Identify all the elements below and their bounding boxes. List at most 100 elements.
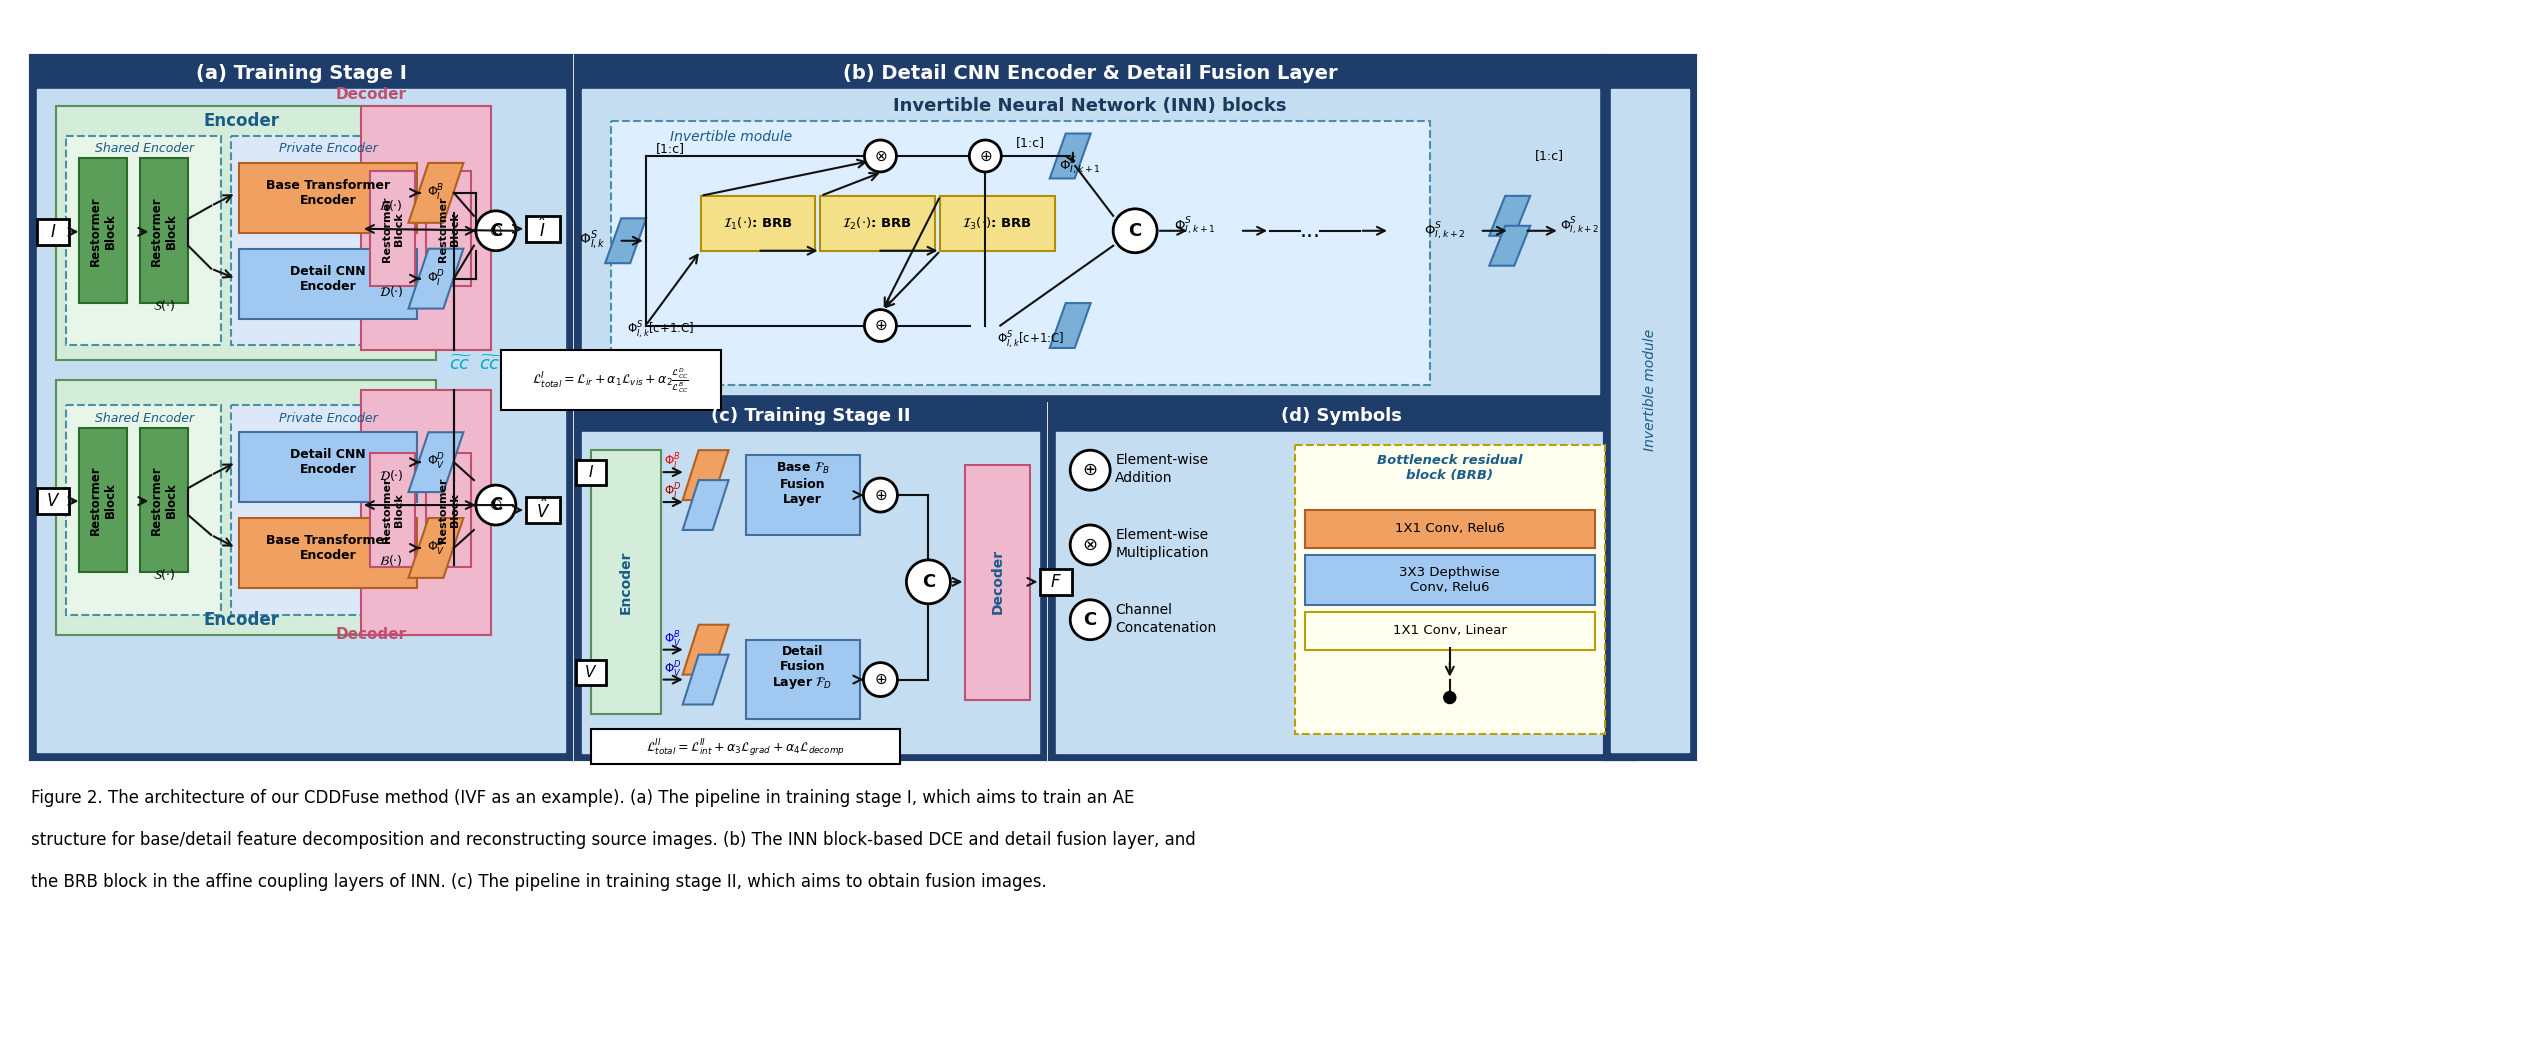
- Bar: [591, 729, 901, 764]
- Bar: [1294, 446, 1603, 735]
- Bar: [500, 350, 721, 410]
- Bar: [581, 432, 1040, 754]
- Text: Shared Encoder: Shared Encoder: [94, 143, 193, 156]
- Circle shape: [865, 140, 896, 172]
- Text: Encoder: Encoder: [203, 112, 279, 130]
- Text: $\Phi_{I,k+2}^S$: $\Phi_{I,k+2}^S$: [1423, 220, 1466, 242]
- Bar: [1040, 569, 1073, 595]
- Bar: [79, 428, 127, 573]
- Text: C: C: [921, 573, 936, 591]
- Text: $\mathcal{I}_2(\cdot)$: BRB: $\mathcal{I}_2(\cdot)$: BRB: [842, 215, 913, 232]
- Text: $\Phi_V^B$: $\Phi_V^B$: [426, 538, 444, 558]
- Text: Addition: Addition: [1116, 471, 1172, 486]
- Text: $\mathcal{L}_{total}^{II}=\mathcal{L}_{int}^{II}+\alpha_3\mathcal{L}_{grad}+\alp: $\mathcal{L}_{total}^{II}=\mathcal{L}_{i…: [647, 737, 845, 758]
- Bar: [1611, 89, 1690, 753]
- Text: $\mathcal{S}(\cdot)$: $\mathcal{S}(\cdot)$: [152, 298, 175, 313]
- Bar: [38, 219, 68, 245]
- Text: $\hat{V}$: $\hat{V}$: [535, 498, 551, 522]
- Text: $V$: $V$: [584, 663, 596, 680]
- Text: Private Encoder: Private Encoder: [279, 412, 378, 425]
- Polygon shape: [408, 249, 464, 309]
- Text: the BRB block in the affine coupling layers of INN. (c) The pipeline in training: the BRB block in the affine coupling lay…: [30, 873, 1048, 891]
- Text: $\Phi_V^D$: $\Phi_V^D$: [665, 660, 682, 680]
- Bar: [370, 171, 416, 286]
- Text: $\Phi_{I,k}^S$: $\Phi_{I,k}^S$: [578, 229, 606, 252]
- Circle shape: [1114, 209, 1157, 252]
- Bar: [581, 89, 1598, 394]
- Bar: [819, 195, 936, 251]
- Text: $\bigcirc$: $\bigcirc$: [490, 498, 502, 513]
- Text: $\Phi_V^B$: $\Phi_V^B$: [665, 630, 682, 650]
- Text: Private Encoder: Private Encoder: [279, 143, 378, 156]
- Bar: [370, 453, 416, 568]
- Text: $\Phi_I^D$: $\Phi_I^D$: [665, 482, 682, 502]
- Bar: [238, 163, 416, 232]
- Text: Decoder: Decoder: [989, 550, 1005, 615]
- Text: $\Phi_{I,k}^S$[c+1:C]: $\Phi_{I,k}^S$[c+1:C]: [997, 330, 1063, 351]
- Text: $\Phi_I^D$: $\Phi_I^D$: [426, 269, 444, 289]
- Circle shape: [1071, 526, 1111, 564]
- Text: (a) Training Stage I: (a) Training Stage I: [195, 64, 406, 83]
- Polygon shape: [408, 163, 464, 223]
- Text: $\otimes$: $\otimes$: [1083, 536, 1099, 554]
- Text: $\hat{I}$: $\hat{I}$: [538, 217, 545, 241]
- Bar: [426, 453, 472, 568]
- Text: Restormer
Block: Restormer Block: [439, 477, 459, 542]
- Text: Channel: Channel: [1116, 603, 1172, 617]
- Text: Restormer
Block: Restormer Block: [383, 477, 403, 542]
- Bar: [231, 406, 426, 615]
- Circle shape: [863, 478, 898, 512]
- Text: $\Phi_{I,k+1}^S$: $\Phi_{I,k+1}^S$: [1175, 215, 1215, 236]
- Bar: [231, 136, 426, 346]
- Text: $\Phi_I^B$: $\Phi_I^B$: [426, 183, 444, 203]
- Text: [1:c]: [1:c]: [1535, 149, 1565, 163]
- Bar: [611, 121, 1431, 386]
- Text: $\mathcal{L}_{total}^{I}=\mathcal{L}_{ir}+\alpha_1\mathcal{L}_{vis}+\alpha_2\fra: $\mathcal{L}_{total}^{I}=\mathcal{L}_{ir…: [533, 366, 690, 394]
- Bar: [1304, 510, 1596, 548]
- Text: $\mathcal{B}(\cdot)$: $\mathcal{B}(\cdot)$: [378, 199, 403, 213]
- Text: (b) Detail CNN Encoder & Detail Fusion Layer: (b) Detail CNN Encoder & Detail Fusion L…: [842, 64, 1337, 83]
- Text: $\Phi_{I,k}^S$[c+1:C]: $\Phi_{I,k}^S$[c+1:C]: [627, 320, 695, 342]
- Text: Detail CNN
Encoder: Detail CNN Encoder: [289, 265, 365, 292]
- Text: structure for base/detail feature decomposition and reconstructing source images: structure for base/detail feature decomp…: [30, 831, 1195, 849]
- Bar: [56, 106, 436, 360]
- Bar: [1603, 57, 1695, 760]
- Bar: [79, 159, 127, 303]
- Text: Shared Encoder: Shared Encoder: [94, 412, 193, 425]
- Bar: [38, 89, 566, 753]
- Text: $\oplus$: $\oplus$: [1083, 461, 1099, 479]
- Bar: [746, 455, 860, 535]
- Text: 1X1 Conv, Linear: 1X1 Conv, Linear: [1393, 624, 1507, 637]
- Text: $\bigcirc$: $\bigcirc$: [490, 224, 502, 239]
- Text: Decoder: Decoder: [335, 627, 406, 642]
- Text: [1:c]: [1:c]: [657, 143, 685, 156]
- Text: $I$: $I$: [51, 223, 56, 241]
- Bar: [238, 432, 416, 502]
- Circle shape: [969, 140, 1002, 172]
- Text: (c) Training Stage II: (c) Training Stage II: [710, 408, 911, 426]
- Text: $\mathcal{I}_1(\cdot)$: BRB: $\mathcal{I}_1(\cdot)$: BRB: [723, 215, 792, 232]
- Polygon shape: [682, 655, 728, 704]
- Bar: [1304, 555, 1596, 604]
- Polygon shape: [682, 450, 728, 500]
- Text: Restormer
Block: Restormer Block: [150, 466, 178, 535]
- Bar: [1050, 400, 1634, 760]
- Text: Base $\mathcal{F}_B$
Fusion
Layer: Base $\mathcal{F}_B$ Fusion Layer: [776, 460, 830, 506]
- Bar: [1304, 612, 1596, 650]
- Circle shape: [906, 560, 951, 603]
- Text: Element-wise: Element-wise: [1116, 453, 1208, 468]
- Text: Base Transformer
Encoder: Base Transformer Encoder: [266, 179, 391, 207]
- Polygon shape: [682, 480, 728, 530]
- Text: Invertible module: Invertible module: [1641, 329, 1657, 452]
- Bar: [30, 57, 571, 760]
- Text: 3X3 Depthwise
Conv, Relu6: 3X3 Depthwise Conv, Relu6: [1400, 565, 1499, 594]
- Text: Restormer
Block: Restormer Block: [89, 466, 117, 535]
- Text: $\oplus$: $\oplus$: [873, 488, 888, 502]
- Circle shape: [865, 310, 896, 342]
- Text: $\mathcal{I}_3(\cdot)$: BRB: $\mathcal{I}_3(\cdot)$: BRB: [962, 215, 1033, 232]
- Text: $\Phi_{I,k+2}^S$: $\Phi_{I,k+2}^S$: [1560, 215, 1598, 236]
- Polygon shape: [682, 624, 728, 675]
- Bar: [426, 171, 472, 286]
- Bar: [576, 460, 606, 486]
- Text: ...: ...: [1299, 221, 1319, 241]
